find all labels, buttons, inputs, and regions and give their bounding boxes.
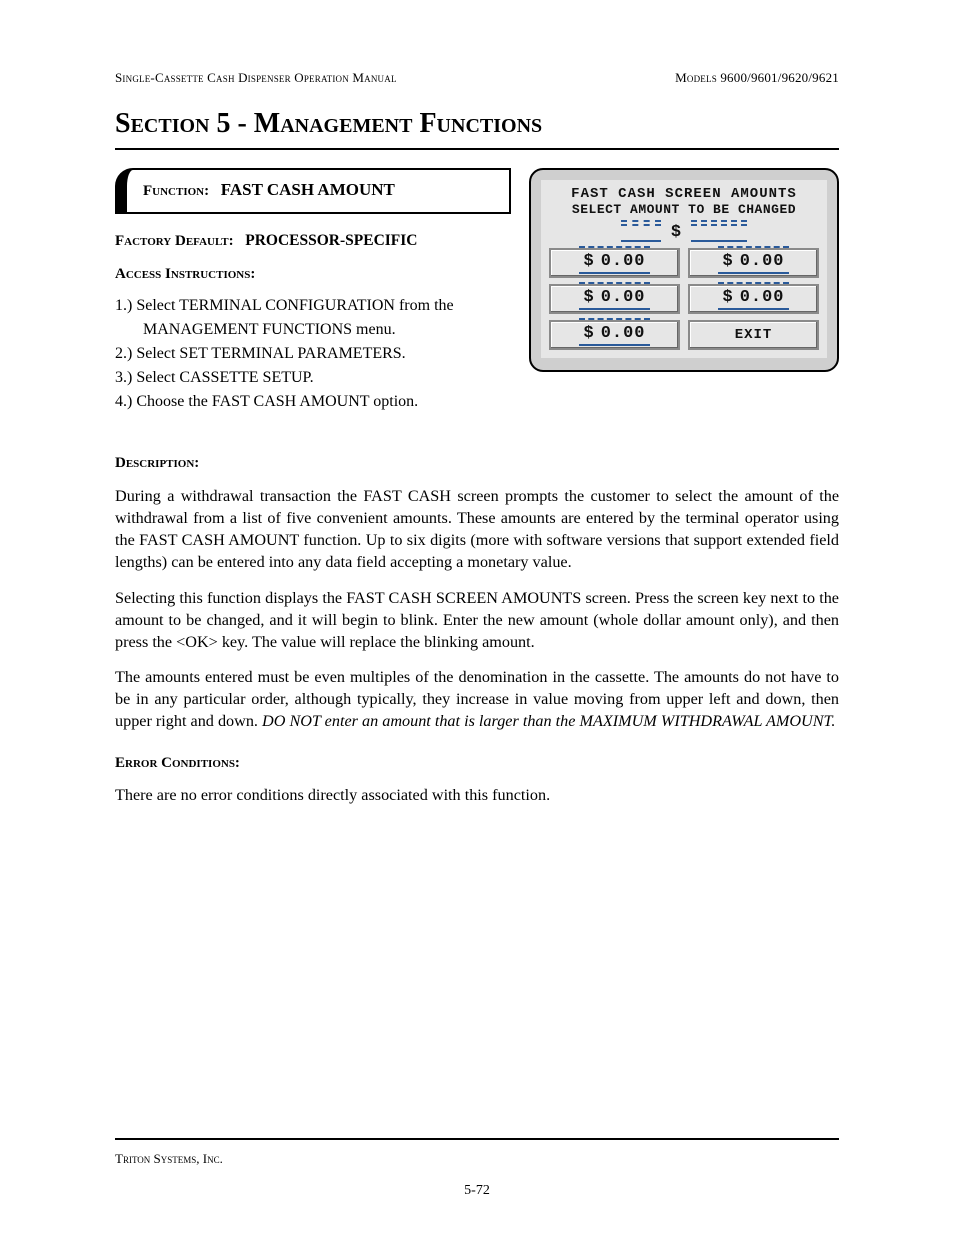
error-conditions-label: Error Conditions: — [115, 755, 839, 772]
amount-value-5: 0.00 — [601, 324, 646, 343]
currency-symbol: $ — [583, 288, 594, 307]
header-right: Models 9600/9601/9620/9621 — [675, 70, 839, 86]
exit-button-label: EXIT — [735, 327, 773, 343]
page-header: Single-Cassette Cash Dispenser Operation… — [115, 70, 839, 86]
access-step-4: 4.) Choose the FAST CASH AMOUNT option. — [115, 391, 511, 413]
factory-default-label: Factory Default: — [115, 233, 234, 249]
terminal-panel: FAST CASH SCREEN AMOUNTS SELECT AMOUNT T… — [541, 180, 827, 358]
top-field-right-blank — [691, 224, 747, 242]
description-p2: Selecting this function displays the FAS… — [115, 588, 839, 654]
section-rule — [115, 148, 839, 150]
currency-symbol: $ — [583, 252, 594, 271]
content-wrap: Function: FAST CASH AMOUNT Factory Defau… — [115, 168, 839, 415]
amount-button-1[interactable]: $ 0.00 — [549, 248, 680, 278]
currency-symbol: $ — [722, 288, 733, 307]
access-step-2: 2.) Select SET TERMINAL PARAMETERS. — [115, 343, 511, 365]
amount-value-4: 0.00 — [740, 288, 785, 307]
access-steps: 1.) Select TERMINAL CONFIGURATION from t… — [115, 295, 511, 413]
description-p3b: DO NOT enter an amount that is larger th… — [262, 712, 835, 730]
left-column: Function: FAST CASH AMOUNT Factory Defau… — [115, 168, 511, 415]
access-instructions-label: Access Instructions: — [115, 266, 511, 283]
section-title: Section 5 - Management Functions — [115, 108, 839, 140]
page-number: 5-72 — [0, 1183, 954, 1199]
page: Single-Cassette Cash Dispenser Operation… — [0, 0, 954, 1235]
terminal-subtitle: SELECT AMOUNT TO BE CHANGED — [549, 202, 819, 217]
header-left: Single-Cassette Cash Dispenser Operation… — [115, 70, 397, 86]
currency-symbol: $ — [583, 324, 594, 343]
terminal-button-grid: $ 0.00 $ 0.00 $ 0.00 — [549, 248, 819, 350]
amount-button-5[interactable]: $ 0.00 — [549, 320, 680, 350]
access-step-1b: MANAGEMENT FUNCTIONS menu. — [115, 319, 511, 341]
amount-value-1: 0.00 — [601, 252, 646, 271]
exit-button[interactable]: EXIT — [688, 320, 819, 350]
footer-rule — [115, 1138, 839, 1140]
terminal-top-field: $ — [549, 223, 819, 242]
amount-button-4[interactable]: $ 0.00 — [688, 284, 819, 314]
description-label: Description: — [115, 455, 839, 472]
error-conditions-text: There are no error conditions directly a… — [115, 786, 839, 805]
terminal-title: FAST CASH SCREEN AMOUNTS — [549, 186, 819, 202]
factory-default-value: PROCESSOR-SPECIFIC — [245, 232, 417, 249]
amount-value-3: 0.00 — [601, 288, 646, 307]
currency-symbol: $ — [671, 223, 681, 242]
amount-button-3[interactable]: $ 0.00 — [549, 284, 680, 314]
description-p1: During a withdrawal transaction the FAST… — [115, 486, 839, 573]
access-step-3: 3.) Select CASSETTE SETUP. — [115, 367, 511, 389]
function-banner: Function: FAST CASH AMOUNT — [115, 168, 511, 214]
amount-button-2[interactable]: $ 0.00 — [688, 248, 819, 278]
description-p3: The amounts entered must be even multipl… — [115, 667, 839, 733]
function-value: FAST CASH AMOUNT — [221, 180, 395, 199]
access-step-1a: 1.) Select TERMINAL CONFIGURATION from t… — [115, 295, 511, 317]
top-field-left-blank — [621, 224, 661, 242]
footer-company: Triton Systems, Inc. — [115, 1151, 223, 1167]
amount-value-2: 0.00 — [740, 252, 785, 271]
currency-symbol: $ — [722, 252, 733, 271]
factory-default-line: Factory Default: PROCESSOR-SPECIFIC — [115, 232, 511, 250]
terminal-screenshot: FAST CASH SCREEN AMOUNTS SELECT AMOUNT T… — [529, 168, 839, 372]
function-label: Function: — [143, 183, 209, 199]
